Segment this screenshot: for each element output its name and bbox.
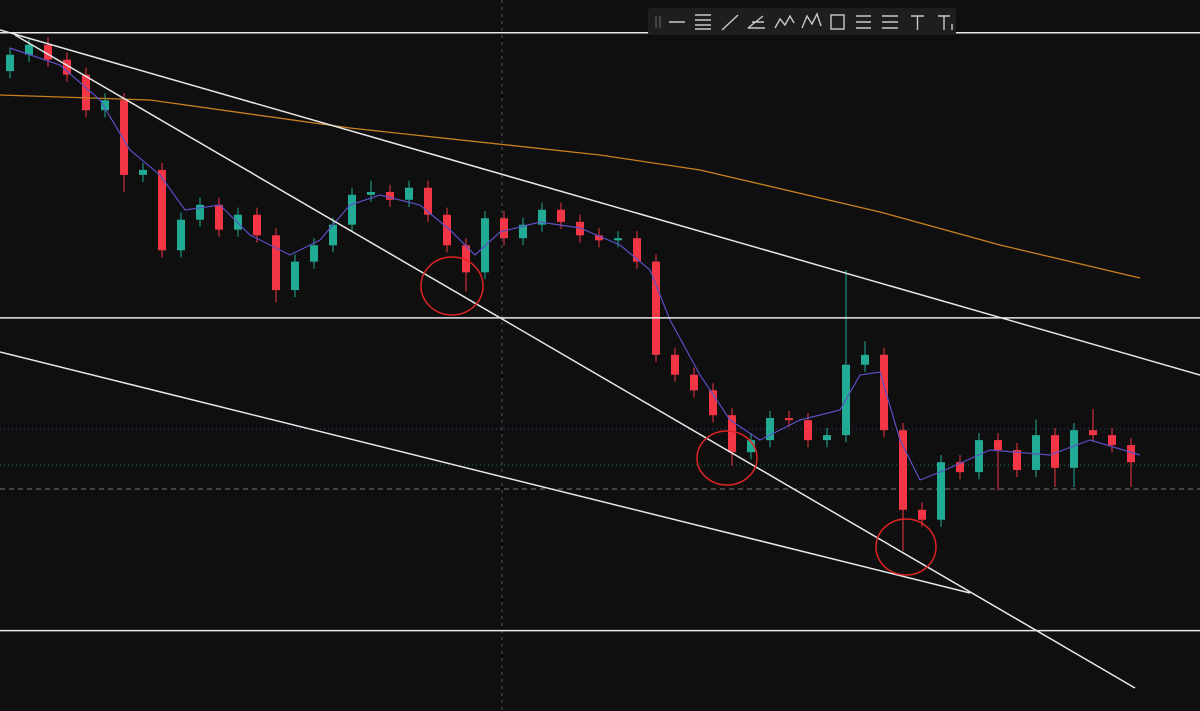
candle-body <box>519 224 527 239</box>
candle-body <box>956 462 964 473</box>
candle-body <box>215 204 223 230</box>
candle-body <box>25 44 33 55</box>
candle-body <box>937 462 945 520</box>
candle-body <box>690 374 698 391</box>
candle-body <box>348 194 356 225</box>
candle-body <box>899 430 907 510</box>
candle-body <box>82 74 90 111</box>
candle-body <box>557 209 565 222</box>
candle-body <box>329 224 337 246</box>
candle-body <box>633 238 641 262</box>
candle-body <box>595 235 603 241</box>
tool-wave[interactable] <box>801 12 822 29</box>
candle-body <box>1013 450 1021 470</box>
candle-body <box>101 100 109 111</box>
candle-body <box>823 435 831 441</box>
candle-body <box>158 169 166 251</box>
tool-text-note[interactable] <box>938 15 953 30</box>
candle-body <box>1032 435 1040 470</box>
candle-body <box>1051 435 1059 468</box>
candle-body <box>785 418 793 421</box>
candle-body <box>462 245 470 273</box>
toolbar <box>648 8 956 35</box>
candle-body <box>367 191 375 195</box>
candle-body <box>652 261 660 355</box>
candle-body <box>804 420 812 441</box>
candle-body <box>1108 435 1116 446</box>
candle-body <box>1089 430 1097 436</box>
candle-body <box>386 191 394 200</box>
candle-body <box>728 415 736 453</box>
candle-body <box>443 214 451 246</box>
candle-body <box>1070 430 1078 468</box>
tool-pattern[interactable] <box>774 14 795 29</box>
tool-parallel[interactable] <box>695 14 711 30</box>
candle-body <box>975 440 983 473</box>
candle-body <box>709 390 717 416</box>
highlight-circle <box>420 256 484 316</box>
tool-text[interactable] <box>911 15 924 30</box>
tool-fib[interactable] <box>747 15 765 29</box>
highlight-circle <box>696 430 758 486</box>
tool-range[interactable] <box>856 15 871 29</box>
candle-body <box>177 219 185 251</box>
candle-body <box>424 187 432 215</box>
trend-line <box>0 351 971 594</box>
candle-body <box>310 245 318 262</box>
candle-body <box>139 169 147 175</box>
levels <box>0 31 1200 632</box>
candle-body <box>880 354 888 431</box>
candle-body <box>6 54 14 72</box>
candle-body <box>1127 445 1135 463</box>
trend-line <box>14 34 1136 689</box>
candle-body <box>405 187 413 200</box>
candle-body <box>196 204 204 220</box>
candle-body <box>44 44 52 60</box>
candle-body <box>538 209 546 225</box>
candle-body <box>766 418 774 441</box>
highlight-circle <box>875 518 937 576</box>
candle-body <box>120 100 128 175</box>
candle-body <box>994 440 1002 451</box>
moving-average-long <box>0 94 1141 279</box>
toolbar-background <box>648 8 956 35</box>
candle-body <box>272 235 280 291</box>
drag-handle <box>655 16 661 28</box>
tool-rectangle[interactable] <box>830 14 845 30</box>
candle-body <box>614 238 622 241</box>
candle-body <box>671 354 679 375</box>
candle-body <box>500 218 508 239</box>
tool-trend-line[interactable] <box>721 14 739 31</box>
candles <box>6 37 1135 552</box>
candle-body <box>253 214 261 236</box>
candle-body <box>63 59 71 75</box>
moving-average-short <box>9 47 1141 481</box>
candle-body <box>747 440 755 453</box>
candle-body <box>918 509 926 520</box>
candle-body <box>861 354 869 365</box>
candle-body <box>291 261 299 291</box>
tool-projection[interactable] <box>882 15 898 29</box>
